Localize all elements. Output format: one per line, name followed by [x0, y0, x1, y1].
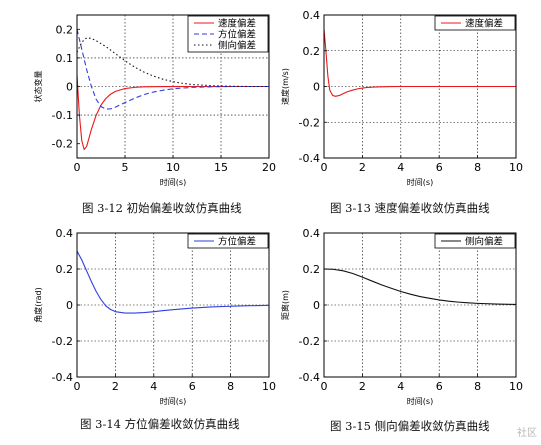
x-tick-label: 20: [262, 161, 276, 174]
x-tick-label: 2: [112, 380, 119, 393]
series-line: [323, 268, 517, 306]
y-tick-label: 0: [313, 299, 320, 312]
legend-box: [434, 15, 516, 31]
x-tick-label: 0: [321, 380, 328, 393]
x-tick-label: 6: [436, 380, 443, 393]
y-tick-label: 0.2: [303, 263, 321, 276]
x-tick-label: 5: [122, 161, 129, 174]
series-line: [76, 37, 269, 88]
x-tick-label: 8: [227, 380, 234, 393]
x-tick-label: 8: [474, 161, 481, 174]
chart-1: 0 5 10 15 20 -0.2 -0.1 0 0.1 0.2 时间(s) 状态变量 速度偏差方位偏差…: [33, 14, 276, 187]
watermark-text: 社区: [517, 428, 537, 439]
caption-fig-3-14: 图 3-14 方位偏差收敛仿真曲线: [80, 417, 240, 431]
y-tick-label: 0: [66, 299, 73, 312]
y-axis-label: 距离(m): [280, 290, 290, 320]
legend-label: 速度偏差: [218, 18, 256, 30]
x-tick-label: 0: [74, 161, 81, 174]
x-tick-label: 2: [359, 380, 366, 393]
x-axis-label: 时间(s): [407, 177, 433, 187]
y-tick-label: 0.4: [303, 227, 321, 240]
x-axis-label: 时间(s): [407, 396, 433, 406]
series-line: [76, 29, 269, 110]
caption-fig-3-12: 图 3-12 初始偏差收敛仿真曲线: [82, 201, 242, 215]
series-line: [76, 250, 270, 314]
x-tick-label: 2: [359, 161, 366, 174]
y-tick-label: -0.2: [299, 335, 320, 348]
y-axis-label: 速度(m/s): [280, 68, 290, 105]
y-tick-label: 0.4: [303, 9, 321, 22]
y-tick-label: -0.2: [52, 335, 73, 348]
x-tick-label: 4: [397, 380, 404, 393]
y-tick-label: 0.2: [56, 23, 74, 36]
chart-2: 0 2 4 6 8 10 -0.4 -0.2 0 0.2 0.4 时间(s) 速度(m/s) 速度偏差: [280, 9, 523, 187]
y-tick-label: 0.2: [303, 45, 321, 58]
chart-4: 0 2 4 6 8 10 -0.4 -0.2 0 0.2 0.4 时间(s) 距离(m) 侧向偏差: [280, 227, 523, 406]
y-tick-label: 0: [313, 81, 320, 94]
y-tick-label: -0.4: [299, 371, 320, 384]
y-tick-label: -0.2: [299, 116, 320, 129]
caption-fig-3-15: 图 3-15 侧向偏差收敛仿真曲线: [330, 419, 490, 433]
legend-box: [187, 233, 269, 249]
x-tick-label: 15: [214, 161, 228, 174]
legend-box: [434, 233, 516, 249]
y-tick-label: -0.4: [299, 152, 320, 165]
caption-fig-3-13: 图 3-13 速度偏差收敛仿真曲线: [330, 201, 490, 215]
x-tick-label: 8: [474, 380, 481, 393]
y-axis-label: 状态变量: [33, 71, 43, 103]
legend-label: 速度偏差: [465, 18, 503, 30]
legend-label: 侧向偏差: [218, 40, 256, 52]
y-tick-label: 0: [66, 81, 73, 94]
x-axis-label: 时间(s): [160, 396, 186, 406]
y-tick-label: -0.4: [52, 371, 73, 384]
x-tick-label: 0: [321, 161, 328, 174]
x-tick-label: 10: [166, 161, 180, 174]
series-line: [76, 75, 269, 150]
legend-label: 侧向偏差: [465, 236, 503, 248]
x-tick-label: 0: [74, 380, 81, 393]
x-tick-label: 10: [509, 161, 523, 174]
series-line: [323, 29, 516, 97]
chart-3: 0 2 4 6 8 10 -0.4 -0.2 0 0.2 0.4 时间(s) 角度(rad) 方位偏差: [33, 227, 276, 406]
x-tick-label: 4: [150, 380, 157, 393]
legend-label: 方位偏差: [218, 29, 256, 41]
legend-box: [187, 15, 269, 53]
x-tick-label: 10: [509, 380, 523, 393]
y-tick-label: 0.2: [56, 263, 74, 276]
y-tick-label: 0.1: [56, 52, 74, 65]
x-tick-label: 6: [189, 380, 196, 393]
x-tick-label: 6: [436, 161, 443, 174]
y-tick-label: 0.4: [56, 227, 74, 240]
x-axis-label: 时间(s): [160, 177, 186, 187]
y-tick-label: -0.1: [52, 109, 73, 122]
x-tick-label: 10: [262, 380, 276, 393]
legend-label: 方位偏差: [218, 236, 256, 248]
y-axis-label: 角度(rad): [33, 287, 43, 323]
x-tick-label: 4: [397, 161, 404, 174]
y-tick-label: -0.2: [52, 138, 73, 151]
